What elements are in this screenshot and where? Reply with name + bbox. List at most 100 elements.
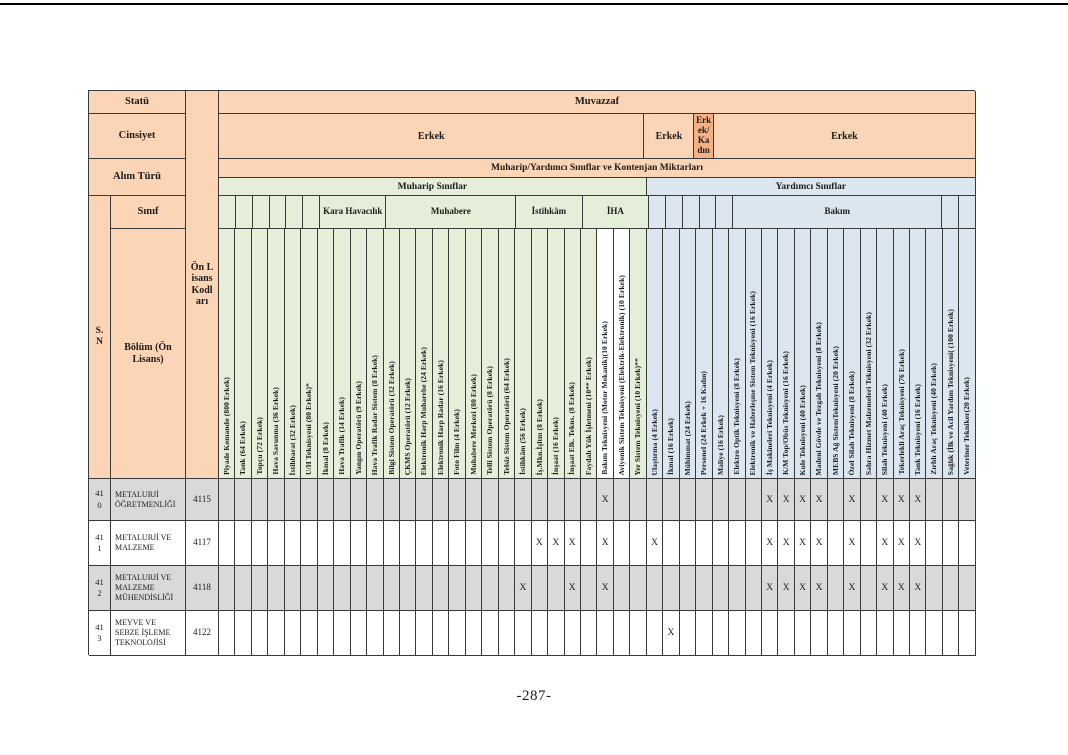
mark-cell: [712, 479, 730, 521]
mark-cell: X: [663, 611, 680, 656]
row-bolum: METALURJİ VE MALZEME MÜHENDİSLİĞİ: [111, 566, 186, 611]
mark-cell: X: [646, 521, 664, 566]
mark-cell: [613, 479, 631, 521]
mark-cell: X: [910, 521, 927, 566]
mark-cell: [268, 566, 285, 611]
column-header-cell: Elektronik Harp Radar (16 Erkek): [432, 229, 450, 479]
quota-table: Statü Cinsiyet Alım Türü S. N Sınıf Bölü…: [88, 90, 977, 656]
mark-cell: [942, 479, 960, 521]
mark-cell: [301, 521, 318, 566]
mark-cell: [778, 611, 795, 656]
column-header-cell: Veteriner Tekniker(20 Erkek): [959, 229, 976, 479]
mark-cell: X: [548, 521, 565, 566]
column-header-cell: Elektronik Harp Muharebe (24 Erkek): [416, 229, 433, 479]
group-cell: İHA: [582, 196, 650, 229]
column-header-label: Veteriner Tekniker(20 Erkek): [962, 377, 972, 475]
column-header-cell: Foto Film (4 Erkek): [449, 229, 466, 479]
mark-cell: X: [844, 479, 861, 521]
mark-cell: [449, 566, 466, 611]
column-header-label: Tank (64 Erkek): [238, 420, 248, 475]
column-header-cell: K/M Top/Obüs Teknisyeni (16 Erkek): [778, 229, 795, 479]
mark-cell: [580, 521, 598, 566]
column-header-label: Elektro Optik Teknisyeni (8 Erkek): [732, 358, 742, 475]
column-header-cell: ÇKMS Operatörü (12 Erkek): [399, 229, 417, 479]
mark-cell: X: [778, 479, 795, 521]
column-header-cell: İstihkâm (56 Erkek): [515, 229, 532, 479]
mark-cell: [942, 521, 960, 566]
column-headers-row: Piyade Komando (800 Erkek) Tank (64 Erkek…: [219, 229, 976, 479]
row-sn: 410: [89, 479, 111, 521]
mark-cell: [564, 479, 581, 521]
column-header-label: Özel Silah Teknisyeni (8 Erkek): [847, 370, 857, 475]
bolum-header: Bölüm (Ön Lisans): [111, 229, 186, 479]
mark-cell: [334, 566, 351, 611]
column-header-label: Maliye (16 Erkek): [715, 414, 725, 475]
column-header-label: Muhabere Merkezi (80 Erkek): [468, 374, 478, 475]
column-header-cell: Hava Trafik (14 Erkek): [334, 229, 351, 479]
column-header-label: Silah Teknisyeni (40 Erkek): [880, 383, 890, 475]
group-spacer-cell: [219, 196, 236, 229]
mark-cell: [580, 611, 598, 656]
column-header-label: İş.Mkn.İşltm (8 Erkek): [534, 398, 544, 475]
column-header-cell: Özel Silah Teknisyeni (8 Erkek): [844, 229, 861, 479]
mark-cell: [926, 611, 943, 656]
mark-cell: X: [794, 521, 812, 566]
group-spacer-cell: [959, 196, 976, 229]
mark-cell: [630, 521, 647, 566]
column-header-cell: Maliye (16 Erkek): [712, 229, 730, 479]
mark-cell: [794, 611, 812, 656]
mark-cell: [531, 611, 549, 656]
mark-cell: [926, 479, 943, 521]
mark-cell: [712, 611, 730, 656]
groups-row: Kara Havacılık Muhabere İstihkâm İHA Bakım: [219, 196, 976, 229]
mark-cell: [498, 566, 516, 611]
mark-cell: [219, 566, 236, 611]
mark-cell: X: [597, 479, 614, 521]
column-header-cell: Telli Sistem Operatörü (8 Erkek): [482, 229, 499, 479]
mark-cell: [301, 566, 318, 611]
column-header-cell: Madeni Gövde ve Tezgah Teknisyeni (8 Erk…: [811, 229, 828, 479]
column-header-label: MEBS Ağ SistemTeknisyeni (20 Erkek): [830, 345, 840, 475]
mark-cell: X: [761, 521, 779, 566]
column-header-label: Yangın Operatörü (9 Erkek): [353, 381, 363, 475]
mark-cell: [860, 566, 878, 611]
alim-turu-header: Alım Türü: [89, 159, 186, 196]
mark-cell: [383, 521, 400, 566]
mark-cell: [432, 566, 450, 611]
mark-cell: [432, 479, 450, 521]
mark-cell: [877, 611, 894, 656]
column-header-label: Telsiz Sistem Operatörü (64 Erkek): [501, 358, 511, 475]
mark-cell: [827, 611, 845, 656]
column-header-label: Hava Trafik Radar Sistem (8 Erkek): [370, 354, 380, 475]
column-header-cell: Telsiz Sistem Operatörü (64 Erkek): [498, 229, 516, 479]
mark-cell: X: [778, 566, 795, 611]
mark-cell: [893, 611, 911, 656]
mark-cell: [959, 611, 976, 656]
column-header-cell: U/H Teknisyeni (80 Erkek)*: [301, 229, 318, 479]
mark-cell: [646, 611, 664, 656]
column-header-label: U/H Teknisyeni (80 Erkek)*: [304, 383, 314, 475]
column-header-label: İkmal (8 Erkek): [320, 421, 330, 475]
mark-cell: [548, 479, 565, 521]
page-top-rule: [0, 3, 1068, 5]
mark-cell: [712, 521, 730, 566]
mark-cell: [219, 479, 236, 521]
mark-cell: [219, 611, 236, 656]
column-header-cell: Bakım Teknisyeni (Motor Mekanik)(10 Erke…: [597, 229, 614, 479]
column-header-label: Topçu (72 Erkek): [254, 417, 264, 475]
gender-cell: Erkek: [219, 114, 645, 159]
column-header-label: İstihbarat (32 Erkek): [287, 404, 297, 475]
mark-cell: [564, 611, 581, 656]
mark-cell: [580, 479, 598, 521]
mark-cell: [235, 566, 252, 611]
mark-cell: [334, 611, 351, 656]
muvazzaf-header: Muvazzaf: [219, 91, 976, 114]
mark-cell: [367, 611, 384, 656]
mark-cell: [729, 521, 746, 566]
column-header-cell: Silah Teknisyeni (40 Erkek): [877, 229, 894, 479]
row-kod: 4118: [186, 566, 219, 611]
mark-cell: X: [778, 521, 795, 566]
column-header-label: K/M Top/Obüs Teknisyeni (16 Erkek): [781, 351, 791, 475]
mark-cell: [251, 566, 269, 611]
mark-cell: [712, 566, 730, 611]
